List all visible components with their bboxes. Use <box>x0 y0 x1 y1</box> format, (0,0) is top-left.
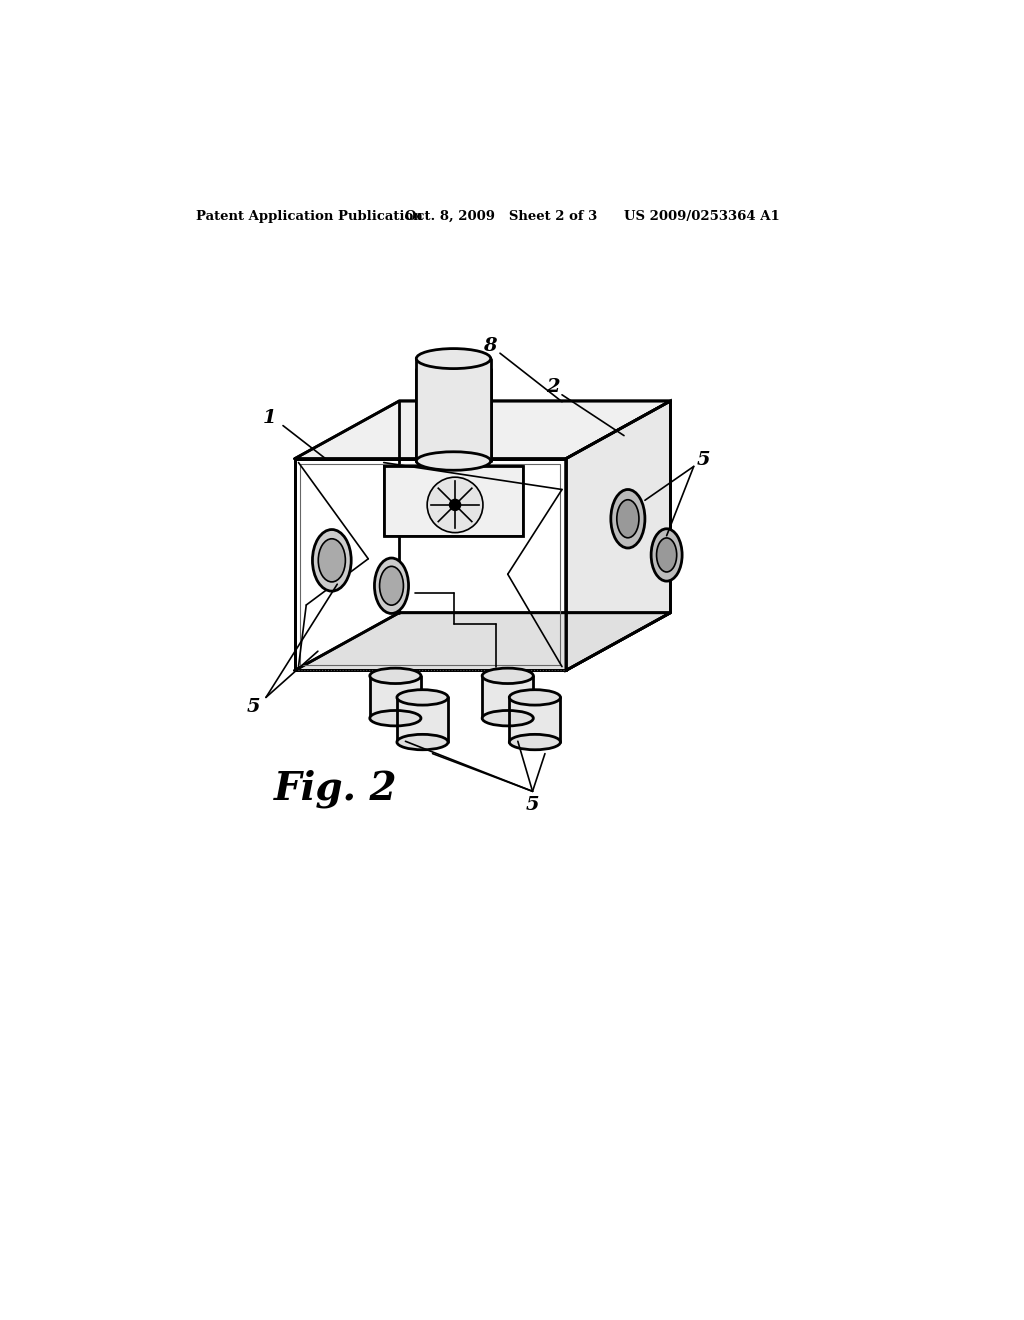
Text: 2: 2 <box>546 378 559 396</box>
Polygon shape <box>295 612 671 671</box>
Ellipse shape <box>318 539 345 582</box>
Polygon shape <box>384 466 523 536</box>
Circle shape <box>427 478 483 533</box>
Text: Oct. 8, 2009   Sheet 2 of 3: Oct. 8, 2009 Sheet 2 of 3 <box>406 210 598 223</box>
Ellipse shape <box>370 668 421 684</box>
Polygon shape <box>509 697 560 742</box>
Ellipse shape <box>656 539 677 572</box>
Ellipse shape <box>380 566 403 605</box>
Polygon shape <box>370 676 421 718</box>
Text: 5: 5 <box>696 451 710 469</box>
Text: Patent Application Publication: Patent Application Publication <box>197 210 423 223</box>
Polygon shape <box>566 401 671 671</box>
Ellipse shape <box>482 668 534 684</box>
Ellipse shape <box>509 689 560 705</box>
Text: Fig. 2: Fig. 2 <box>274 770 397 808</box>
Text: US 2009/0253364 A1: US 2009/0253364 A1 <box>624 210 779 223</box>
Polygon shape <box>397 697 449 742</box>
Polygon shape <box>417 359 490 461</box>
Ellipse shape <box>397 734 449 750</box>
Text: 8: 8 <box>483 337 497 355</box>
Ellipse shape <box>417 451 490 470</box>
Ellipse shape <box>370 710 421 726</box>
Ellipse shape <box>312 529 351 591</box>
Polygon shape <box>295 459 566 671</box>
Ellipse shape <box>397 689 449 705</box>
Text: 1: 1 <box>262 409 275 426</box>
Ellipse shape <box>509 734 560 750</box>
Ellipse shape <box>482 710 534 726</box>
Ellipse shape <box>375 558 409 614</box>
Circle shape <box>450 499 461 511</box>
Text: 5: 5 <box>525 796 540 814</box>
Ellipse shape <box>417 348 490 368</box>
Ellipse shape <box>616 500 639 537</box>
Ellipse shape <box>651 529 682 581</box>
Ellipse shape <box>611 490 645 548</box>
Text: 5: 5 <box>247 698 260 715</box>
Polygon shape <box>482 676 534 718</box>
Polygon shape <box>295 401 671 459</box>
